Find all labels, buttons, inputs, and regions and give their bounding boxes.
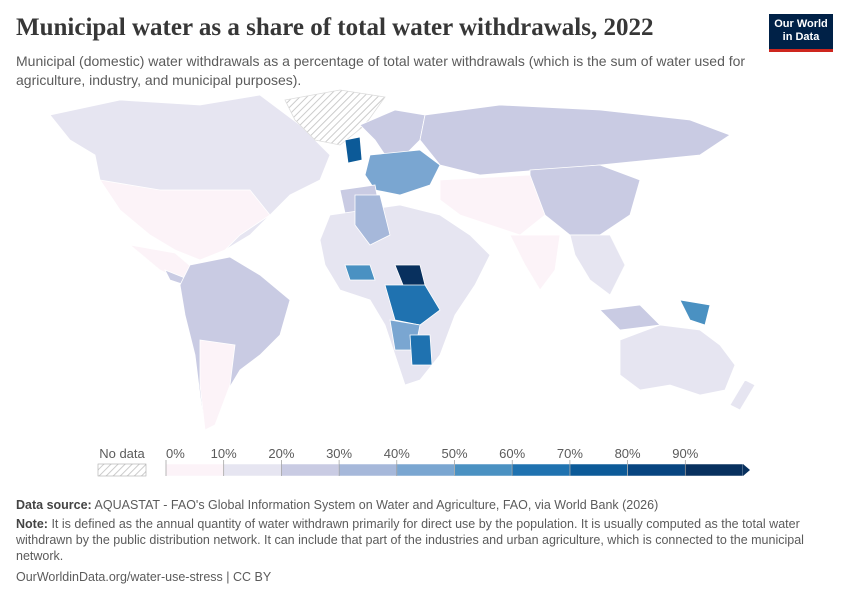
legend-bin xyxy=(338,463,398,477)
legend-tick-label: 40% xyxy=(384,446,410,461)
legend-bin xyxy=(511,463,571,477)
country[interactable] xyxy=(364,149,441,196)
source: Data source: AQUASTAT - FAO's Global Inf… xyxy=(16,497,826,513)
country[interactable] xyxy=(359,109,426,156)
country[interactable] xyxy=(599,304,661,331)
legend-arrow xyxy=(743,464,750,476)
country[interactable] xyxy=(344,136,363,164)
legend-tick-label: 10% xyxy=(211,446,237,461)
country[interactable] xyxy=(409,334,433,366)
legend-bin xyxy=(454,463,513,477)
note-label: Note: xyxy=(16,517,48,531)
country[interactable] xyxy=(284,89,386,146)
no-data-swatch xyxy=(97,463,147,477)
legend-tick-label: 70% xyxy=(557,446,583,461)
legend-tick-label: 20% xyxy=(268,446,294,461)
country[interactable] xyxy=(344,264,376,281)
source-text: AQUASTAT - FAO's Global Information Syst… xyxy=(94,498,659,512)
logo[interactable]: Our World in Data xyxy=(769,14,833,52)
legend-bin xyxy=(281,463,340,477)
country[interactable] xyxy=(354,194,391,246)
subtitle: Municipal (domestic) water withdrawals a… xyxy=(16,53,746,88)
url[interactable]: OurWorldinData.org/water-use-stress | CC… xyxy=(16,570,272,584)
legend-tick-label: 90% xyxy=(672,446,698,461)
country[interactable] xyxy=(179,256,291,431)
country[interactable] xyxy=(509,234,561,291)
legend-bin xyxy=(165,463,224,477)
country[interactable] xyxy=(569,234,626,296)
country[interactable] xyxy=(529,164,641,236)
legend-bin xyxy=(223,463,282,477)
legend-bin xyxy=(685,463,744,477)
world-map xyxy=(49,89,756,431)
note-text: It is defined as the annual quantity of … xyxy=(16,517,804,563)
legend-tick-label: 50% xyxy=(441,446,467,461)
note: Note: It is defined as the annual quanti… xyxy=(16,516,826,564)
source-label: Data source: xyxy=(16,498,92,512)
legend-tick-label: 0% xyxy=(166,446,185,461)
country[interactable] xyxy=(439,174,546,236)
legend: No data 0% 10% 20% 30% 40% 50% 60% 70% 80% 90% xyxy=(97,446,750,477)
logo-line: Our World xyxy=(774,18,828,30)
legend-tick-label: 80% xyxy=(615,446,641,461)
country[interactable] xyxy=(384,284,441,326)
logo-line: in Data xyxy=(782,31,820,43)
country[interactable] xyxy=(729,379,756,411)
country[interactable] xyxy=(679,299,711,326)
legend-bin xyxy=(396,463,455,477)
title: Municipal water as a share of total wate… xyxy=(16,14,654,41)
legend-bin xyxy=(627,463,686,477)
legend-tick-label: 30% xyxy=(326,446,352,461)
legend-bin xyxy=(569,463,628,477)
country[interactable] xyxy=(619,324,736,396)
no-data-label: No data xyxy=(99,446,145,461)
legend-tick-label: 60% xyxy=(499,446,525,461)
country[interactable] xyxy=(99,179,271,261)
country[interactable] xyxy=(199,339,236,431)
country[interactable] xyxy=(419,104,731,176)
